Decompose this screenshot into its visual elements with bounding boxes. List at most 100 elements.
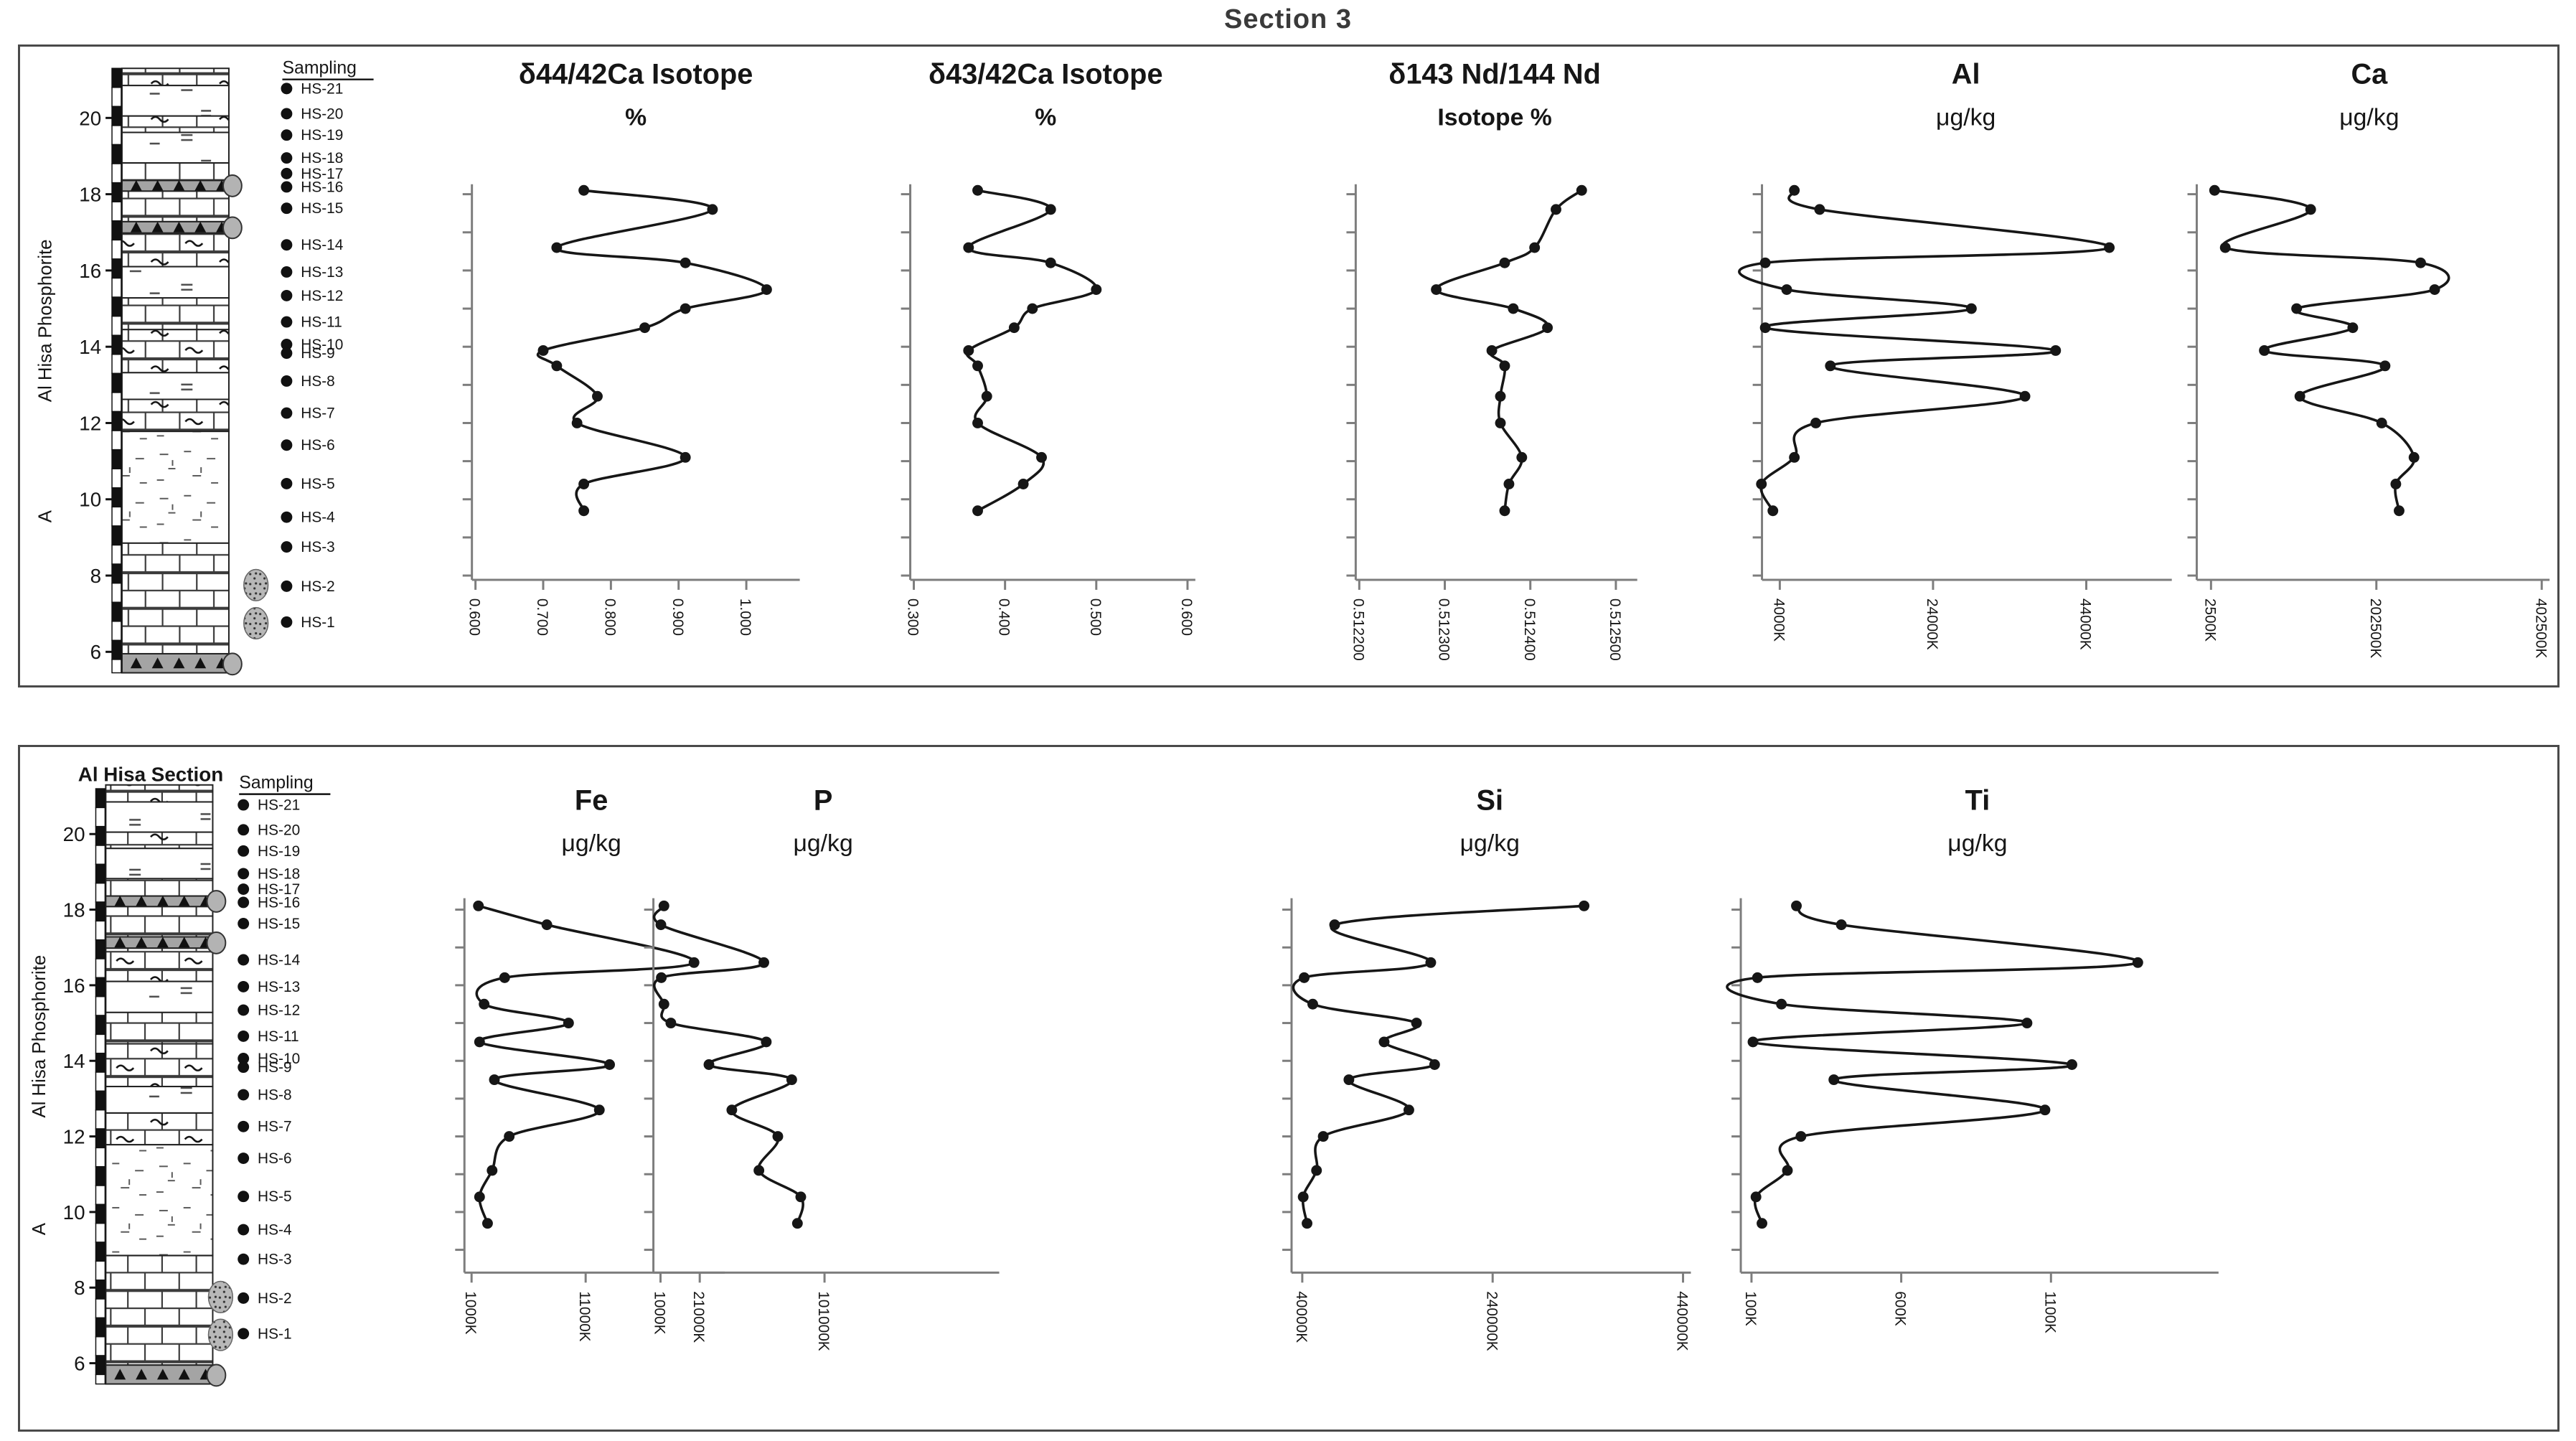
sample-dot (238, 799, 250, 811)
series-line (536, 189, 768, 512)
lith-band-marl (105, 801, 214, 833)
data-point (1776, 998, 1787, 1010)
data-point (707, 204, 718, 215)
scale-bar-segment (111, 201, 122, 222)
lith-band-marl (105, 848, 214, 880)
data-point (1579, 900, 1590, 911)
lith-band-marl (105, 1086, 214, 1114)
chart-d43: δ43/42Ca Isotope% 0.300 0.400 0.500 0.600 (901, 59, 1195, 636)
chart-subtitle: μg/kg (1936, 103, 1996, 131)
data-point (2379, 360, 2391, 372)
sample-label: HS-3 (301, 539, 335, 555)
data-point (2347, 322, 2359, 334)
x-tick-label: 1000K (462, 1291, 479, 1334)
chart-al: Al μg/kg 4000K 24000K 44000K (1738, 59, 2172, 650)
scale-bar-segment (95, 920, 106, 941)
chart-title: Fe (575, 784, 608, 816)
data-point (1017, 479, 1029, 489)
data-point (795, 1191, 807, 1203)
sample-label: HS-9 (258, 1059, 292, 1076)
x-tick-label: 44000K (2077, 599, 2094, 650)
sample-dot (281, 316, 293, 328)
data-point (963, 242, 974, 253)
depth-label: 8 (74, 1277, 85, 1299)
data-point (2067, 1059, 2077, 1070)
chart-d44: δ44/42Ca Isotope% 0.600 0.700 0.800 0.900 1.0… (462, 59, 800, 636)
data-point (2039, 1104, 2051, 1116)
scale-bar-segment (95, 1222, 106, 1243)
sample-label: HS-3 (258, 1252, 292, 1268)
data-point (1503, 479, 1515, 489)
scale-bar-segment (95, 863, 106, 884)
scale-bar-segment (95, 845, 106, 865)
chart-subtitle: μg/kg (1947, 830, 2007, 857)
scale-bar-segment (95, 1317, 106, 1338)
phosphorite-triangle (178, 1369, 190, 1380)
page-title: Section 3 (1224, 4, 1352, 34)
sample-dot (281, 266, 293, 278)
data-point (537, 344, 549, 356)
sample-label: HS-1 (258, 1325, 292, 1342)
sample-dot (281, 289, 293, 301)
data-point (1045, 257, 1056, 268)
lith-band-limestone-fossiliferous (105, 947, 214, 982)
data-point (1008, 322, 1020, 334)
phosphorite-triangle (130, 657, 142, 669)
data-point (563, 1018, 574, 1029)
phosphorite-triangle (130, 221, 142, 233)
sample-label: HS-13 (301, 264, 343, 281)
scale-bar-segment (95, 1071, 106, 1092)
sample-dot (238, 1061, 250, 1074)
data-point (1311, 1165, 1322, 1176)
data-point (655, 919, 667, 931)
data-point (1814, 204, 1825, 215)
data-point (1767, 505, 1779, 517)
lith-band-marl (121, 85, 230, 117)
data-point (1302, 1218, 1312, 1229)
strat-column: Al Hisa Section 20 18 16 14 12 10 8 6 Al Hisa Pho… (29, 764, 234, 1387)
data-point (578, 505, 590, 517)
data-point (665, 1018, 677, 1029)
panel-letter: A (36, 510, 56, 522)
depth-label: 20 (79, 107, 101, 129)
scale-bar-segment (95, 1185, 106, 1206)
section-title: Al Hisa Section (78, 764, 223, 786)
data-point (1551, 204, 1561, 215)
data-point (1759, 257, 1771, 268)
sample-dot (281, 439, 293, 451)
nodule (222, 652, 243, 676)
data-point (571, 418, 583, 428)
data-point (504, 1131, 515, 1142)
sample-dot (281, 167, 293, 179)
scale-bar-segment (111, 392, 122, 413)
data-point (1795, 1131, 1807, 1142)
sample-label: HS-18 (301, 150, 343, 166)
scale-bar-segment (111, 639, 122, 660)
data-point (2259, 344, 2270, 356)
scale-bar-segment (111, 354, 122, 375)
scale-bar-segment (95, 1147, 106, 1168)
data-point (2104, 242, 2115, 253)
scale-bar-segment (111, 182, 122, 202)
data-point (489, 1074, 500, 1086)
phosphorite-triangle (156, 896, 169, 906)
scale-bar-segment (95, 825, 106, 846)
sample-label: HS-14 (258, 952, 300, 968)
sample-label: HS-4 (258, 1222, 292, 1239)
data-point (1825, 360, 1836, 372)
sample-label: HS-16 (301, 179, 343, 195)
data-point (1810, 418, 1821, 428)
data-point (1576, 184, 1587, 196)
depth-label: 20 (63, 823, 85, 845)
sample-label: HS-18 (258, 865, 300, 882)
fossil (243, 606, 269, 640)
scale-bar-segment (95, 807, 106, 827)
nodule (206, 890, 227, 913)
lith-band-limestone (105, 1011, 214, 1045)
data-point (1045, 204, 1056, 215)
depth-label: 8 (90, 565, 101, 587)
sample-label: HS-6 (301, 437, 335, 454)
chart-fe: Fe μg/kg 1000K 11000K 21000K (455, 784, 725, 1343)
sample-label: HS-12 (258, 1003, 300, 1019)
x-tick-label: 21000K (690, 1291, 707, 1343)
